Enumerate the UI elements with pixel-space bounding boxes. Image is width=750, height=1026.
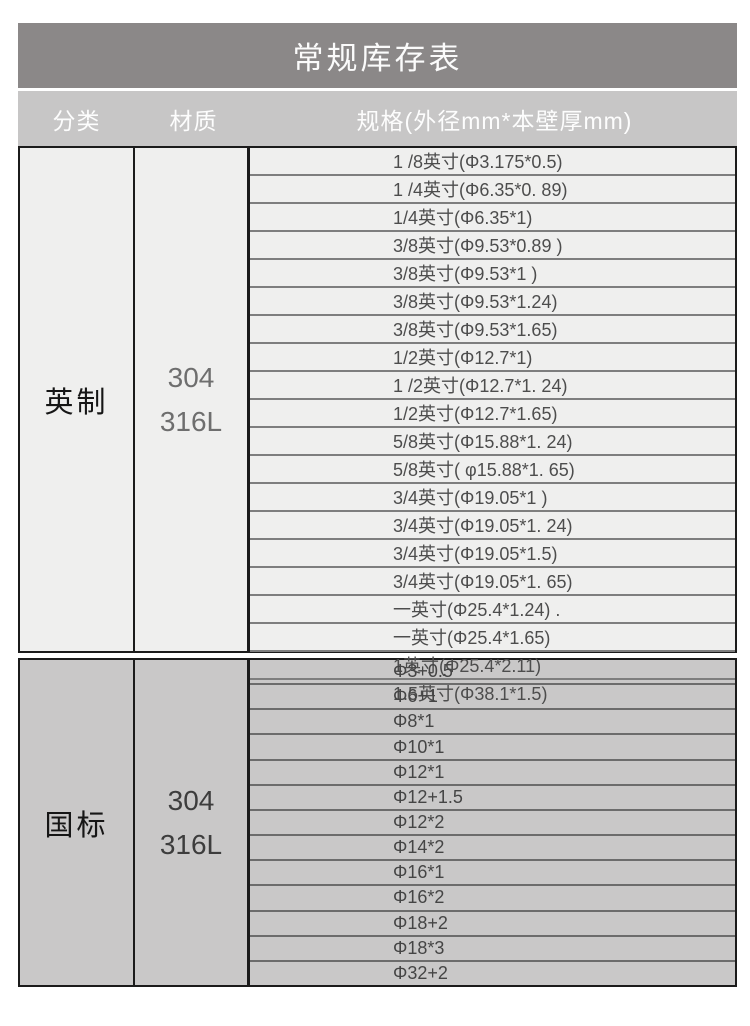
table-row: 3/8英寸(Φ9.53*1.65)	[250, 316, 735, 344]
table-row: 1/2英寸(Φ12.7*1.65)	[250, 400, 735, 428]
table-row: 3/4英寸(Φ19.05*1. 65)	[250, 568, 735, 596]
table-row: Φ10*1	[250, 735, 735, 761]
category-cell: 英制	[20, 148, 135, 651]
table-row: Φ16*1	[250, 861, 735, 887]
table-row: 3/4英寸(Φ19.05*1 )	[250, 484, 735, 512]
table-row: 5/8英寸(Φ15.88*1. 24)	[250, 428, 735, 456]
table-row: Φ12*1	[250, 761, 735, 786]
table-row: 1/2英寸(Φ12.7*1)	[250, 344, 735, 372]
table-row: 1.5英寸(Φ38.1*1.5)	[393, 684, 548, 704]
table-row: Φ12*2	[250, 811, 735, 837]
header-material: 材质	[169, 107, 218, 134]
spec-column: Φ3+0.5 Φ6+1 Φ8*1 Φ10*1 Φ12*1 Φ12+1.5 Φ12…	[250, 660, 735, 985]
table-row: 一英寸(Φ25.4*1.65)	[250, 624, 735, 652]
material-cell: 304 316L	[135, 660, 250, 985]
table-row: Φ12+1.5	[250, 786, 735, 811]
table-row: Φ3+0.5	[250, 660, 735, 686]
table-row: Φ18*3	[250, 937, 735, 962]
table-row: Φ6+1	[250, 685, 735, 711]
category-cell: 国标	[20, 660, 135, 985]
material-cell: 304 316L	[135, 148, 250, 651]
table-row: 3/8英寸(Φ9.53*1.24)	[250, 288, 735, 316]
table-row: 3/4英寸(Φ19.05*1.5)	[250, 540, 735, 568]
spec-column: 1 /8英寸(Φ3.175*0.5) 1 /4英寸(Φ6.35*0. 89) 1…	[250, 148, 735, 704]
table-row: Φ18+2	[250, 912, 735, 937]
inventory-table: 常规库存表 分类 材质 规格(外径mm*本壁厚mm) 英制 304 316L 1…	[18, 23, 737, 987]
material-line: 316L	[159, 828, 223, 860]
material-line: 316L	[159, 405, 223, 437]
table-row: Φ32+2	[393, 962, 448, 983]
table-row: 3/4英寸(Φ19.05*1. 24)	[250, 512, 735, 540]
table-row: Φ14*2	[250, 836, 735, 862]
table-row: 3/8英寸(Φ9.53*0.89 )	[250, 232, 735, 260]
table-row: 1 /2英寸(Φ12.7*1. 24)	[250, 372, 735, 400]
table-row: Φ16*2	[250, 886, 735, 912]
table-row: 1英寸(Φ25.4*2.11)	[250, 652, 735, 680]
table-row: 1 /8英寸(Φ3.175*0.5)	[250, 148, 735, 176]
table-row: 5/8英寸( φ15.88*1. 65)	[250, 456, 735, 484]
section-imperial: 英制 304 316L 1 /8英寸(Φ3.175*0.5) 1 /4英寸(Φ6…	[18, 146, 737, 704]
section-gb: 国标 304 316L Φ3+0.5 Φ6+1 Φ8*1 Φ10*1 Φ12*1…	[18, 658, 737, 987]
table-row: 1/4英寸(Φ6.35*1)	[250, 204, 735, 232]
table-title: 常规库存表	[18, 23, 737, 88]
table-row: 一英寸(Φ25.4*1.24) .	[250, 596, 735, 624]
table-row: 1 /4英寸(Φ6.35*0. 89)	[250, 176, 735, 204]
table-header: 分类 材质 规格(外径mm*本壁厚mm)	[18, 91, 737, 146]
material-line: 304	[167, 784, 215, 816]
header-category: 分类	[52, 107, 101, 134]
table-row: Φ8*1	[250, 710, 735, 736]
material-line: 304	[167, 361, 215, 393]
header-spec: 规格(外径mm*本壁厚mm)	[356, 107, 633, 134]
table-row: 3/8英寸(Φ9.53*1 )	[250, 260, 735, 288]
